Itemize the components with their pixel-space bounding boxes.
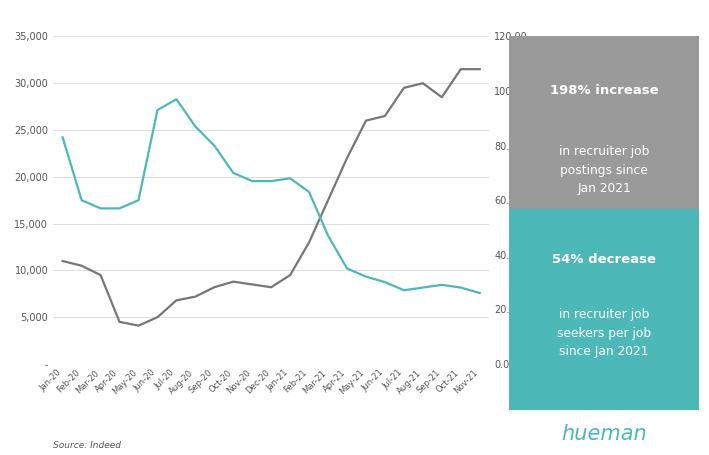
Text: in recruiter job
postings since
Jan 2021: in recruiter job postings since Jan 2021	[559, 146, 649, 195]
Text: hueman: hueman	[562, 424, 647, 444]
Text: 54% decrease: 54% decrease	[552, 253, 656, 266]
Text: 198% increase: 198% increase	[549, 84, 659, 97]
Text: Source: Indeed: Source: Indeed	[53, 441, 121, 450]
Text: in recruiter job
seekers per job
since Jan 2021: in recruiter job seekers per job since J…	[557, 308, 651, 359]
